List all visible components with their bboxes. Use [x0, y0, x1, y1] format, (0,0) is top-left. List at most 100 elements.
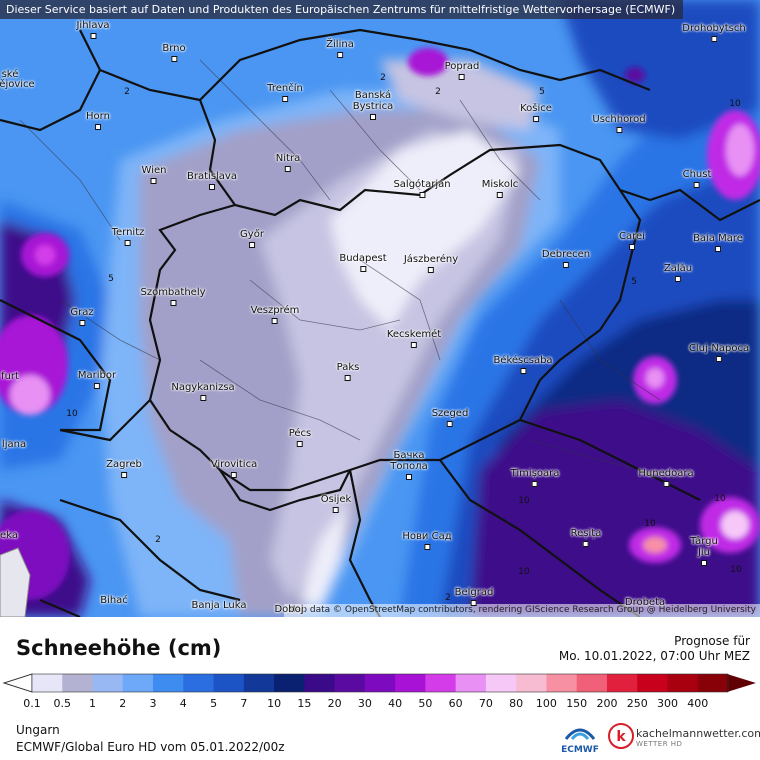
ecmwf-banner: Dieser Service basiert auf Daten und Pro… [0, 0, 684, 19]
legend-swatch [153, 674, 184, 692]
legend-arrow-left [2, 673, 33, 693]
legend-swatch [274, 674, 305, 692]
contour-label: 2 [155, 535, 161, 545]
legend-swatch [546, 674, 578, 692]
city-label: Budapest [339, 253, 387, 272]
legend-tick-label: 2 [119, 697, 127, 710]
contour-label: 10 [729, 99, 741, 109]
city-label: Chust [683, 169, 711, 188]
map-footer: Schneehöhe (cm) Prognose für Mo. 10.01.2… [0, 617, 760, 760]
city-label: Poprad [445, 61, 479, 80]
contour-label: 10 [730, 565, 742, 575]
forecast-label: Prognose für [674, 634, 750, 648]
ecmwf-icon [564, 728, 596, 740]
city-label: eka [0, 530, 18, 541]
legend-tick-label: 20 [327, 697, 342, 710]
svg-text:k: k [616, 729, 626, 745]
legend-swatch [576, 674, 608, 692]
legend-tick-label: 4 [179, 697, 187, 710]
legend-tick-label: 1 [89, 697, 97, 710]
city-label: Banská Bystrica [343, 90, 403, 120]
kachelmann-logo: k [608, 723, 634, 753]
ecmwf-logo: ECMWF [560, 723, 600, 755]
city-label: Drobeta [624, 597, 666, 608]
legend-swatch [455, 674, 487, 692]
legend-swatch [364, 674, 396, 692]
color-legend [0, 670, 760, 696]
map-attribution: Map data © OpenStreetMap contributors, r… [284, 604, 760, 617]
map-title: Schneehöhe (cm) [16, 636, 222, 660]
legend-tick-label: 50 [418, 697, 433, 710]
city-label: Ternitz [112, 227, 144, 246]
city-label: Zalău [664, 263, 692, 282]
city-label: Brno [162, 43, 186, 62]
legend-tick-label: 30 [357, 697, 372, 710]
legend-swatch [213, 674, 245, 692]
city-label: Szombathely [140, 287, 206, 306]
contour-label: 5 [108, 274, 114, 284]
city-label: Drohobytsch [682, 23, 746, 42]
legend-tick-label: 250 [626, 697, 648, 710]
city-label: Hunedoara [638, 468, 694, 487]
city-label: Veszprém [251, 305, 299, 324]
city-label: Doboj [274, 604, 304, 615]
city-label: Bratislava [187, 171, 237, 190]
city-label: Banja Luka [191, 600, 247, 611]
brand-name[interactable]: kachelmannwetter.com [636, 727, 760, 740]
city-label: Žilina [326, 39, 354, 58]
contour-label: 10 [518, 496, 530, 506]
legend-swatch [425, 674, 457, 692]
legend-tick-label: 60 [448, 697, 463, 710]
city-label: Virovitica [211, 459, 257, 478]
city-label: Graz [70, 307, 94, 326]
forecast-date: Mo. 10.01.2022, 07:00 Uhr MEZ [558, 649, 750, 663]
city-label: Reșița [571, 528, 601, 547]
legend-tick-label: 40 [388, 697, 403, 710]
city-label: Bihać [100, 595, 128, 606]
brand-tagline: WETTER HD [636, 740, 683, 748]
legend-tick-label: 5 [210, 697, 218, 710]
legend-swatch [485, 674, 517, 692]
city-label: Kecskemét [387, 329, 441, 348]
legend-tick-label: 400 [687, 697, 709, 710]
legend-tick-label: 150 [566, 697, 588, 710]
city-label: Zagreb [106, 459, 142, 478]
kachelmann-icon: k [608, 723, 634, 749]
legend-tick-label: 10 [267, 697, 282, 710]
legend-tick-label: 0.5 [53, 697, 72, 710]
city-label: ějovice [0, 79, 35, 90]
map-canvas [0, 0, 760, 617]
legend-tick-label: 0.1 [23, 697, 41, 710]
city-label: ské [1, 69, 19, 80]
contour-label: 2 [380, 73, 386, 83]
city-label: ljana [1, 439, 27, 450]
contour-label: 10 [518, 567, 530, 577]
legend-swatch [92, 674, 124, 692]
contour-label: 2 [435, 87, 441, 97]
contour-label: 10 [644, 519, 656, 529]
legend-tick-label: 15 [297, 697, 312, 710]
legend-swatch [516, 674, 547, 692]
legend-tick-label: 7 [240, 697, 248, 710]
legend-swatch [243, 674, 275, 692]
contour-label: 5 [631, 277, 637, 287]
city-label: Paks [337, 362, 359, 381]
city-label: Győr [240, 229, 264, 248]
legend-swatch [637, 674, 668, 692]
legend-swatch [183, 674, 215, 692]
model-run: ECMWF/Global Euro HD vom 05.01.2022/00z [16, 740, 285, 754]
legend-swatch [32, 674, 63, 692]
city-label: Carei [619, 231, 645, 250]
city-label: Nitra [276, 153, 300, 172]
city-label: Belgrad [455, 587, 493, 606]
city-label: Jihlava [76, 20, 110, 39]
city-label: Uschhorod [592, 114, 646, 133]
legend-swatch [606, 674, 638, 692]
city-label: Baia Mare [693, 233, 743, 252]
snow-hotspots [0, 48, 760, 600]
sea-area [0, 547, 31, 617]
legend-swatch [667, 674, 699, 692]
legend-labels: 0.1 0.5 1 2 3 4 5 7 10 15 20 30 40 50 60 70 80 100 150 200 2… [0, 697, 760, 711]
legend-tick-label: 80 [509, 697, 524, 710]
legend-tick-label: 3 [149, 697, 157, 710]
